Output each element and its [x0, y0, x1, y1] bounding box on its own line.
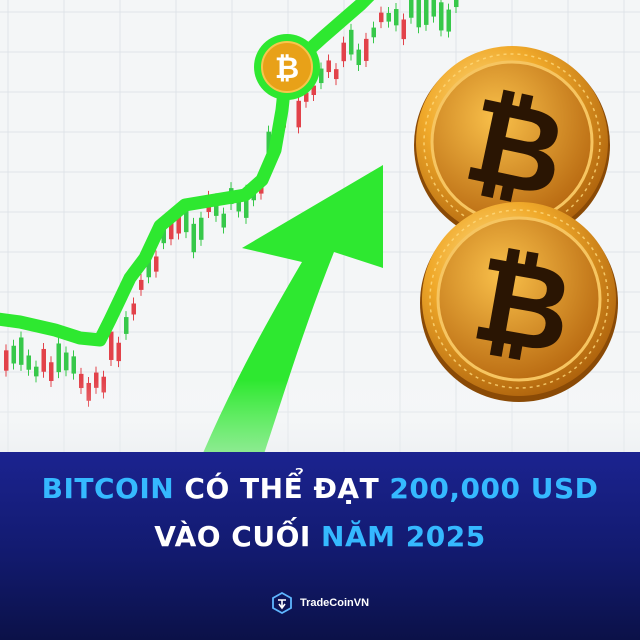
candlestick: [199, 211, 204, 246]
candlestick: [326, 54, 331, 79]
bitcoin-symbol-icon: ₿: [464, 229, 583, 382]
hero-illustration: ₿ ₿ ₿: [0, 0, 640, 452]
candlestick: [431, 0, 436, 23]
candlestick: [439, 0, 444, 37]
gold-bitcoin-coin-bottom: ₿: [420, 202, 618, 402]
headline-line-1: BITCOIN CÓ THỂ ĐẠT 200,000 USD: [0, 472, 640, 505]
candlestick: [34, 360, 39, 383]
candlestick: [56, 337, 61, 379]
brand-name: TradeCoinVN: [299, 597, 370, 609]
candlestick: [116, 336, 121, 368]
candlestick: [19, 331, 24, 371]
candlestick: [296, 94, 301, 134]
headline-year: NĂM 2025: [321, 520, 486, 553]
headline-price-target: 200,000 USD: [389, 472, 599, 505]
candlestick: [356, 43, 361, 72]
headline-banner: BITCOIN CÓ THỂ ĐẠT 200,000 USD VÀO CUỐI …: [0, 452, 640, 640]
candlestick: [71, 350, 76, 380]
candlestick: [334, 63, 339, 86]
candlestick: [446, 3, 451, 38]
candlestick: [379, 6, 384, 29]
candlestick: [11, 339, 16, 370]
candlestick: [341, 36, 346, 68]
candlestick: [371, 21, 376, 44]
bitcoin-badge: ₿: [254, 34, 320, 100]
candlestick: [154, 250, 159, 278]
headline-by-end-of: VÀO CUỐI: [154, 520, 322, 553]
candlestick: [409, 0, 414, 24]
price-trend-line: [0, 0, 375, 347]
candlestick: [221, 207, 226, 234]
candlestick: [319, 62, 324, 90]
candlestick: [131, 297, 136, 321]
gold-bitcoin-coin-top: ₿: [414, 46, 610, 243]
candlestick: [424, 0, 429, 31]
tradecoinvn-logo-icon: [272, 592, 292, 614]
candlestick: [394, 3, 399, 32]
candlestick: [349, 23, 354, 61]
headline-could-reach: CÓ THỂ ĐẠT: [174, 472, 390, 505]
bitcoin-badge-symbol: ₿: [275, 51, 299, 86]
candlestick: [64, 346, 69, 377]
candlestick: [4, 344, 9, 377]
headline-bitcoin: BITCOIN: [41, 472, 175, 505]
headline-line-2: VÀO CUỐI NĂM 2025: [0, 520, 640, 553]
candlestick: [364, 32, 369, 67]
brand-footer: TradeCoinVN: [0, 592, 640, 618]
candlestick: [124, 311, 129, 340]
candlestick: [454, 0, 459, 14]
candlestick: [191, 217, 196, 259]
candlestick: [401, 13, 406, 46]
candlestick: [26, 349, 31, 376]
candlestick: [139, 273, 144, 296]
candlestick: [386, 6, 391, 28]
candlestick: [41, 342, 46, 378]
candlestick: [416, 0, 421, 34]
